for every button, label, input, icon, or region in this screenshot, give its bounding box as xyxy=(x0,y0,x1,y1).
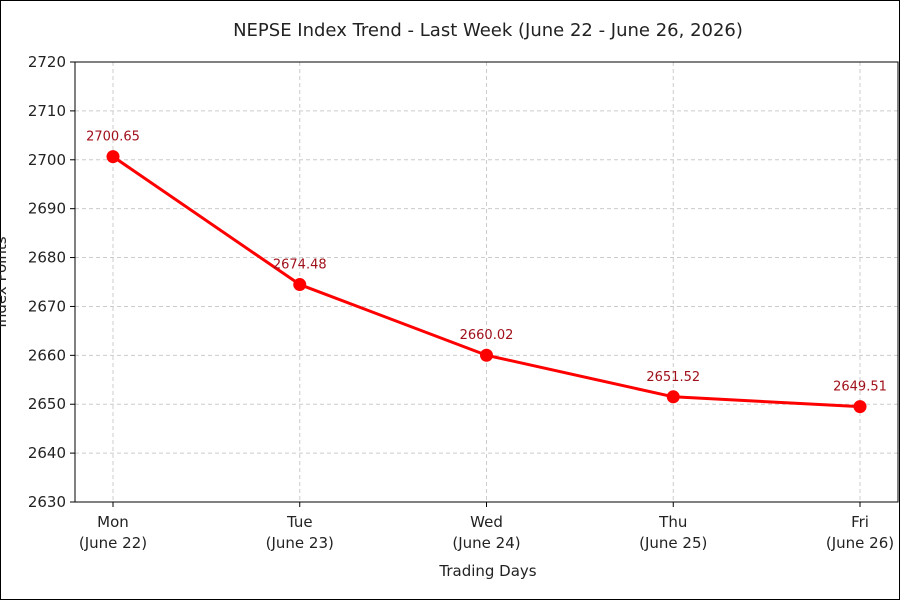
y-tick-label: 2640 xyxy=(28,444,66,462)
data-label: 2700.65 xyxy=(86,130,140,145)
data-point xyxy=(106,150,120,164)
data-point xyxy=(853,400,867,414)
data-point xyxy=(666,390,680,404)
x-tick-label: Tue (June 23) xyxy=(266,513,334,552)
y-tick-label: 2660 xyxy=(28,346,66,364)
x-tick-label: Thu (June 25) xyxy=(639,513,707,552)
series-line-group: 2700.65 2674.48 2660.02 2651.52 2649.51 xyxy=(86,130,887,414)
x-tick-label: Mon (June 22) xyxy=(79,513,147,552)
data-label: 2660.02 xyxy=(460,328,514,343)
y-tick-label: 2650 xyxy=(28,395,66,413)
chart-title: NEPSE Index Trend - Last Week (June 22 -… xyxy=(233,20,743,41)
x-tick-label: Fri (June 26) xyxy=(826,513,894,552)
y-tick-label: 2680 xyxy=(28,249,66,267)
data-point xyxy=(293,278,307,292)
data-label: 2674.48 xyxy=(273,258,327,273)
y-tick-label: 2710 xyxy=(28,102,66,120)
x-axis-label: Trading Days xyxy=(438,562,536,580)
data-label: 2649.51 xyxy=(833,380,887,395)
x-axis: Mon (June 22) Tue (June 23) Wed (June 24) Thu(… xyxy=(79,502,894,552)
y-axis: 2630 2640 2650 2660 2670 2680 2690 2700 2710 2720 xyxy=(28,53,75,511)
grid-lines xyxy=(75,61,898,503)
y-tick-label: 2670 xyxy=(28,297,66,315)
x-tick-label: Wed (June 24) xyxy=(452,513,520,552)
data-label: 2651.52 xyxy=(646,370,700,385)
y-tick-label: 2720 xyxy=(28,53,66,71)
y-axis-label: Index Points xyxy=(0,236,10,327)
y-tick-label: 2700 xyxy=(28,151,66,169)
y-tick-label: 2690 xyxy=(28,200,66,218)
data-point xyxy=(480,348,493,362)
y-tick-label: 2630 xyxy=(28,493,66,511)
